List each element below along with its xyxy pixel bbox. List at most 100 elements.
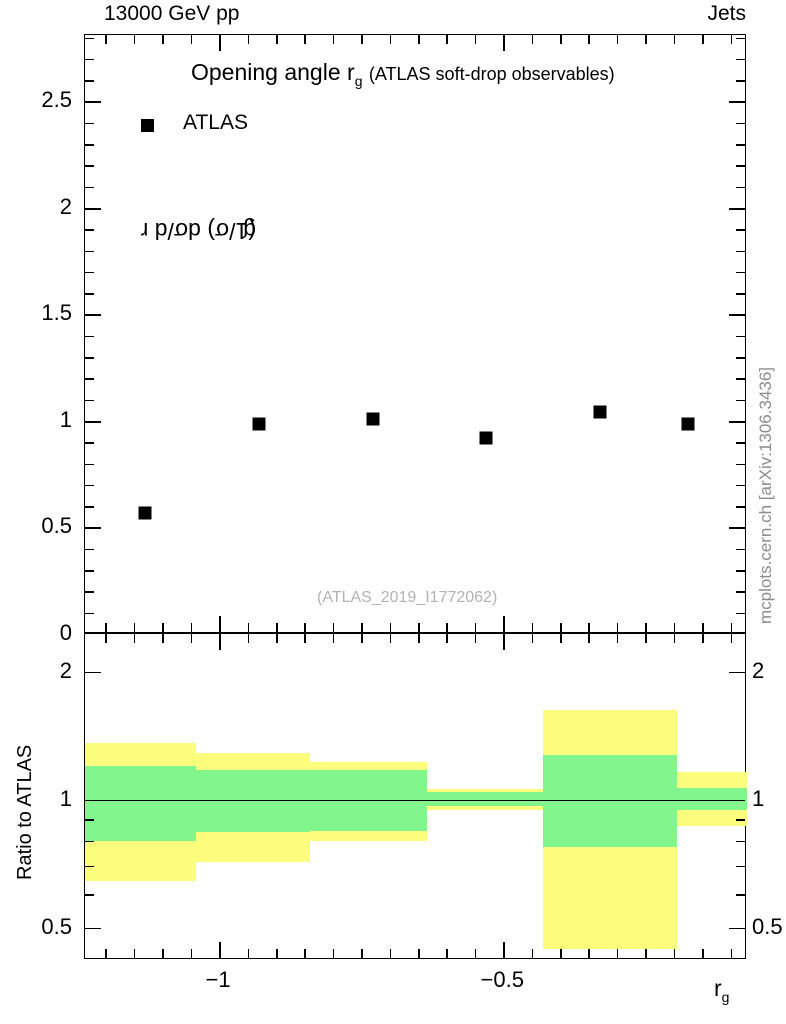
y-tick-minor [736,37,745,40]
y-tick-minor [85,484,94,487]
y-tick-minor [736,442,745,444]
x-tick-minor [332,35,335,44]
x-axis-title: rg [714,975,729,1005]
ratio-x-tick-major [219,634,221,650]
y-tick-major [85,314,101,317]
ratio-x-tick-minor [474,634,477,643]
ratio-y-tick-minor [85,840,94,843]
y-tick-minor [85,58,94,61]
y-tick-minor [736,271,745,274]
y-tick-minor [85,293,94,295]
ratio-x-tick-minor [673,949,676,958]
plot-title-paren: (ATLAS soft-drop observables) [368,64,615,84]
y-tick-minor [85,591,94,593]
y-tick-minor [85,335,94,338]
ratio-x-tick-minor [702,634,704,643]
ratio-x-tick-minor [247,949,250,958]
y-tick-minor [736,357,745,359]
ratio-y-tick-minor [85,865,94,868]
ratio-y-tick-minor [85,894,94,896]
ratio-x-tick-minor [474,949,477,958]
y-tick-minor [85,165,94,167]
plot-title-subscript: g [354,73,363,89]
main-y-axis-title-text: (1/σ) dσ/d r [140,218,256,244]
ratio-x-tick-minor [531,949,534,958]
main-y-tick-label: 1 [59,406,72,432]
ratio-x-tick-minor [531,634,534,643]
y-tick-minor [736,399,745,402]
plot-header: 13000 GeV pp Jets [0,2,786,30]
y-tick-minor [736,612,745,615]
x-tick-minor [133,35,136,44]
legend-label-atlas: ATLAS [183,111,248,134]
ratio-x-tick-minor [361,634,363,643]
analysis-watermark: (ATLAS_2019_I1772062) [317,589,498,606]
x-tick-minor [361,35,363,44]
y-tick-minor [85,612,94,615]
main-y-tick-label: 0.5 [41,513,72,539]
x-tick-label: −0.5 [480,967,524,992]
x-tick-minor [247,623,250,632]
x-tick-minor [389,623,392,632]
y-tick-minor [736,229,745,231]
ratio-y-tick-major [85,671,101,674]
y-tick-major [729,527,745,530]
main-y-axis-title-subscript: g [243,218,256,244]
x-tick-minor [162,35,164,44]
x-tick-minor [645,623,647,632]
data-point-atlas [138,506,152,520]
y-tick-minor [736,250,745,253]
ratio-x-tick-minor [673,634,676,643]
ratio-x-tick-minor [417,949,420,958]
data-point-atlas [681,417,695,431]
y-tick-minor [85,271,94,274]
ratio-y-tick-major [85,799,101,802]
y-tick-minor [85,37,94,40]
x-tick-minor [162,623,164,632]
x-tick-minor [730,623,733,632]
legend-marker-atlas [141,119,154,132]
ratio-x-tick-minor [105,634,108,643]
y-tick-minor [736,293,745,295]
ratio-x-tick-major [503,634,505,650]
ratio-x-tick-minor [275,949,278,958]
ratio-x-tick-minor [560,634,562,643]
y-tick-minor [85,570,94,572]
x-tick-minor [133,623,136,632]
x-tick-minor [417,623,420,632]
ratio-x-tick-minor [730,634,733,643]
mcplots-watermark-text: mcplots.cern.ch [arXiv:1306.3436] [756,366,775,624]
x-tick-major [219,35,221,51]
ratio-y-tick-label: 1 [59,785,72,811]
main-y-tick-label: 0 [59,620,72,645]
x-tick-minor [560,35,562,44]
x-tick-minor [389,35,392,44]
ratio-x-tick-minor [446,634,448,643]
x-tick-major [503,616,505,632]
data-point-atlas [252,417,266,431]
ratio-x-tick-minor [588,949,591,958]
beam-energy-label: 13000 GeV pp [104,2,240,25]
y-tick-minor [736,570,745,572]
ratio-y-tick-major [729,927,745,930]
y-tick-minor [736,484,745,487]
x-tick-minor [105,35,108,44]
ratio-band-inner [85,765,197,841]
x-tick-minor [702,623,704,632]
y-tick-minor [85,229,94,231]
ratio-x-tick-minor [730,949,733,958]
x-tick-minor [588,35,591,44]
x-tick-minor [645,35,647,44]
y-tick-minor [85,399,94,402]
ratio-x-tick-minor [133,634,136,643]
x-tick-minor [560,623,562,632]
y-tick-minor [736,80,745,82]
ratio-y-tick-major [729,799,745,802]
y-tick-minor [85,463,94,466]
y-tick-minor [85,506,94,508]
x-tick-major [503,35,505,51]
x-tick-minor [304,623,306,632]
y-tick-minor [85,357,94,359]
